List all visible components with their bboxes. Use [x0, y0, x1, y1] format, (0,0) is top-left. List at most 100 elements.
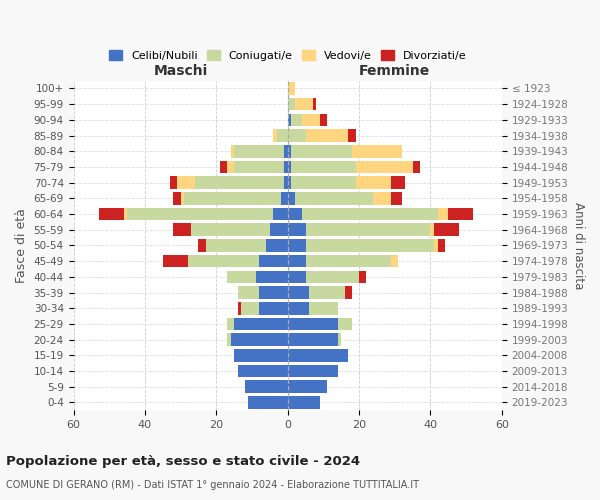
Y-axis label: Fasce di età: Fasce di età: [15, 208, 28, 283]
Y-axis label: Anni di nascita: Anni di nascita: [572, 202, 585, 289]
Bar: [287, 130, 305, 142]
Bar: [170, 176, 177, 189]
Bar: [391, 192, 402, 204]
Bar: [287, 239, 305, 252]
Bar: [413, 160, 420, 173]
Bar: [356, 160, 413, 173]
Bar: [227, 318, 234, 330]
Bar: [309, 286, 345, 299]
Bar: [238, 286, 259, 299]
Bar: [291, 145, 352, 158]
Bar: [305, 130, 349, 142]
Bar: [199, 239, 206, 252]
Text: COMUNE DI GERANO (RM) - Dati ISTAT 1° gennaio 2024 - Elaborazione TUTTITALIA.IT: COMUNE DI GERANO (RM) - Dati ISTAT 1° ge…: [6, 480, 419, 490]
Bar: [227, 270, 256, 283]
Bar: [277, 130, 287, 142]
Bar: [238, 365, 287, 378]
Bar: [234, 160, 284, 173]
Bar: [302, 114, 320, 126]
Bar: [184, 192, 281, 204]
Bar: [287, 224, 305, 236]
Bar: [437, 208, 448, 220]
Bar: [284, 145, 287, 158]
Bar: [287, 192, 295, 204]
Bar: [163, 255, 188, 268]
Bar: [437, 239, 445, 252]
Bar: [309, 302, 338, 314]
Bar: [98, 208, 124, 220]
Bar: [305, 270, 359, 283]
Bar: [266, 239, 287, 252]
Bar: [287, 82, 295, 95]
Bar: [284, 160, 287, 173]
Bar: [245, 380, 287, 393]
Bar: [173, 224, 191, 236]
Bar: [287, 396, 320, 408]
Bar: [313, 98, 316, 110]
Bar: [287, 302, 309, 314]
Bar: [295, 98, 313, 110]
Bar: [391, 176, 406, 189]
Bar: [274, 208, 287, 220]
Bar: [124, 208, 127, 220]
Bar: [287, 176, 291, 189]
Bar: [291, 160, 356, 173]
Bar: [173, 192, 181, 204]
Bar: [248, 396, 287, 408]
Bar: [234, 145, 284, 158]
Bar: [338, 318, 352, 330]
Bar: [287, 98, 295, 110]
Bar: [448, 208, 473, 220]
Bar: [241, 302, 259, 314]
Bar: [391, 255, 398, 268]
Bar: [287, 270, 305, 283]
Bar: [287, 318, 338, 330]
Bar: [206, 239, 266, 252]
Bar: [259, 286, 287, 299]
Text: Popolazione per età, sesso e stato civile - 2024: Popolazione per età, sesso e stato civil…: [6, 455, 360, 468]
Bar: [291, 114, 302, 126]
Bar: [434, 239, 437, 252]
Bar: [295, 192, 373, 204]
Bar: [287, 208, 302, 220]
Bar: [349, 130, 356, 142]
Bar: [287, 145, 291, 158]
Bar: [434, 224, 459, 236]
Bar: [230, 334, 287, 346]
Bar: [338, 334, 341, 346]
Bar: [195, 176, 284, 189]
Bar: [191, 224, 270, 236]
Bar: [227, 160, 234, 173]
Bar: [127, 208, 274, 220]
Bar: [281, 192, 287, 204]
Bar: [188, 255, 259, 268]
Bar: [302, 208, 437, 220]
Bar: [359, 270, 366, 283]
Bar: [291, 176, 356, 189]
Bar: [356, 176, 391, 189]
Bar: [274, 130, 277, 142]
Bar: [270, 224, 287, 236]
Bar: [234, 318, 287, 330]
Bar: [287, 365, 338, 378]
Bar: [345, 286, 352, 299]
Bar: [430, 224, 434, 236]
Bar: [284, 176, 287, 189]
Bar: [373, 192, 391, 204]
Bar: [305, 224, 430, 236]
Text: Maschi: Maschi: [154, 64, 208, 78]
Bar: [287, 286, 309, 299]
Bar: [227, 334, 230, 346]
Bar: [305, 255, 391, 268]
Bar: [181, 192, 184, 204]
Bar: [259, 255, 287, 268]
Bar: [352, 145, 402, 158]
Bar: [259, 302, 287, 314]
Bar: [177, 176, 195, 189]
Bar: [287, 334, 338, 346]
Text: Femmine: Femmine: [359, 64, 430, 78]
Bar: [256, 270, 287, 283]
Bar: [287, 160, 291, 173]
Bar: [220, 160, 227, 173]
Bar: [230, 145, 234, 158]
